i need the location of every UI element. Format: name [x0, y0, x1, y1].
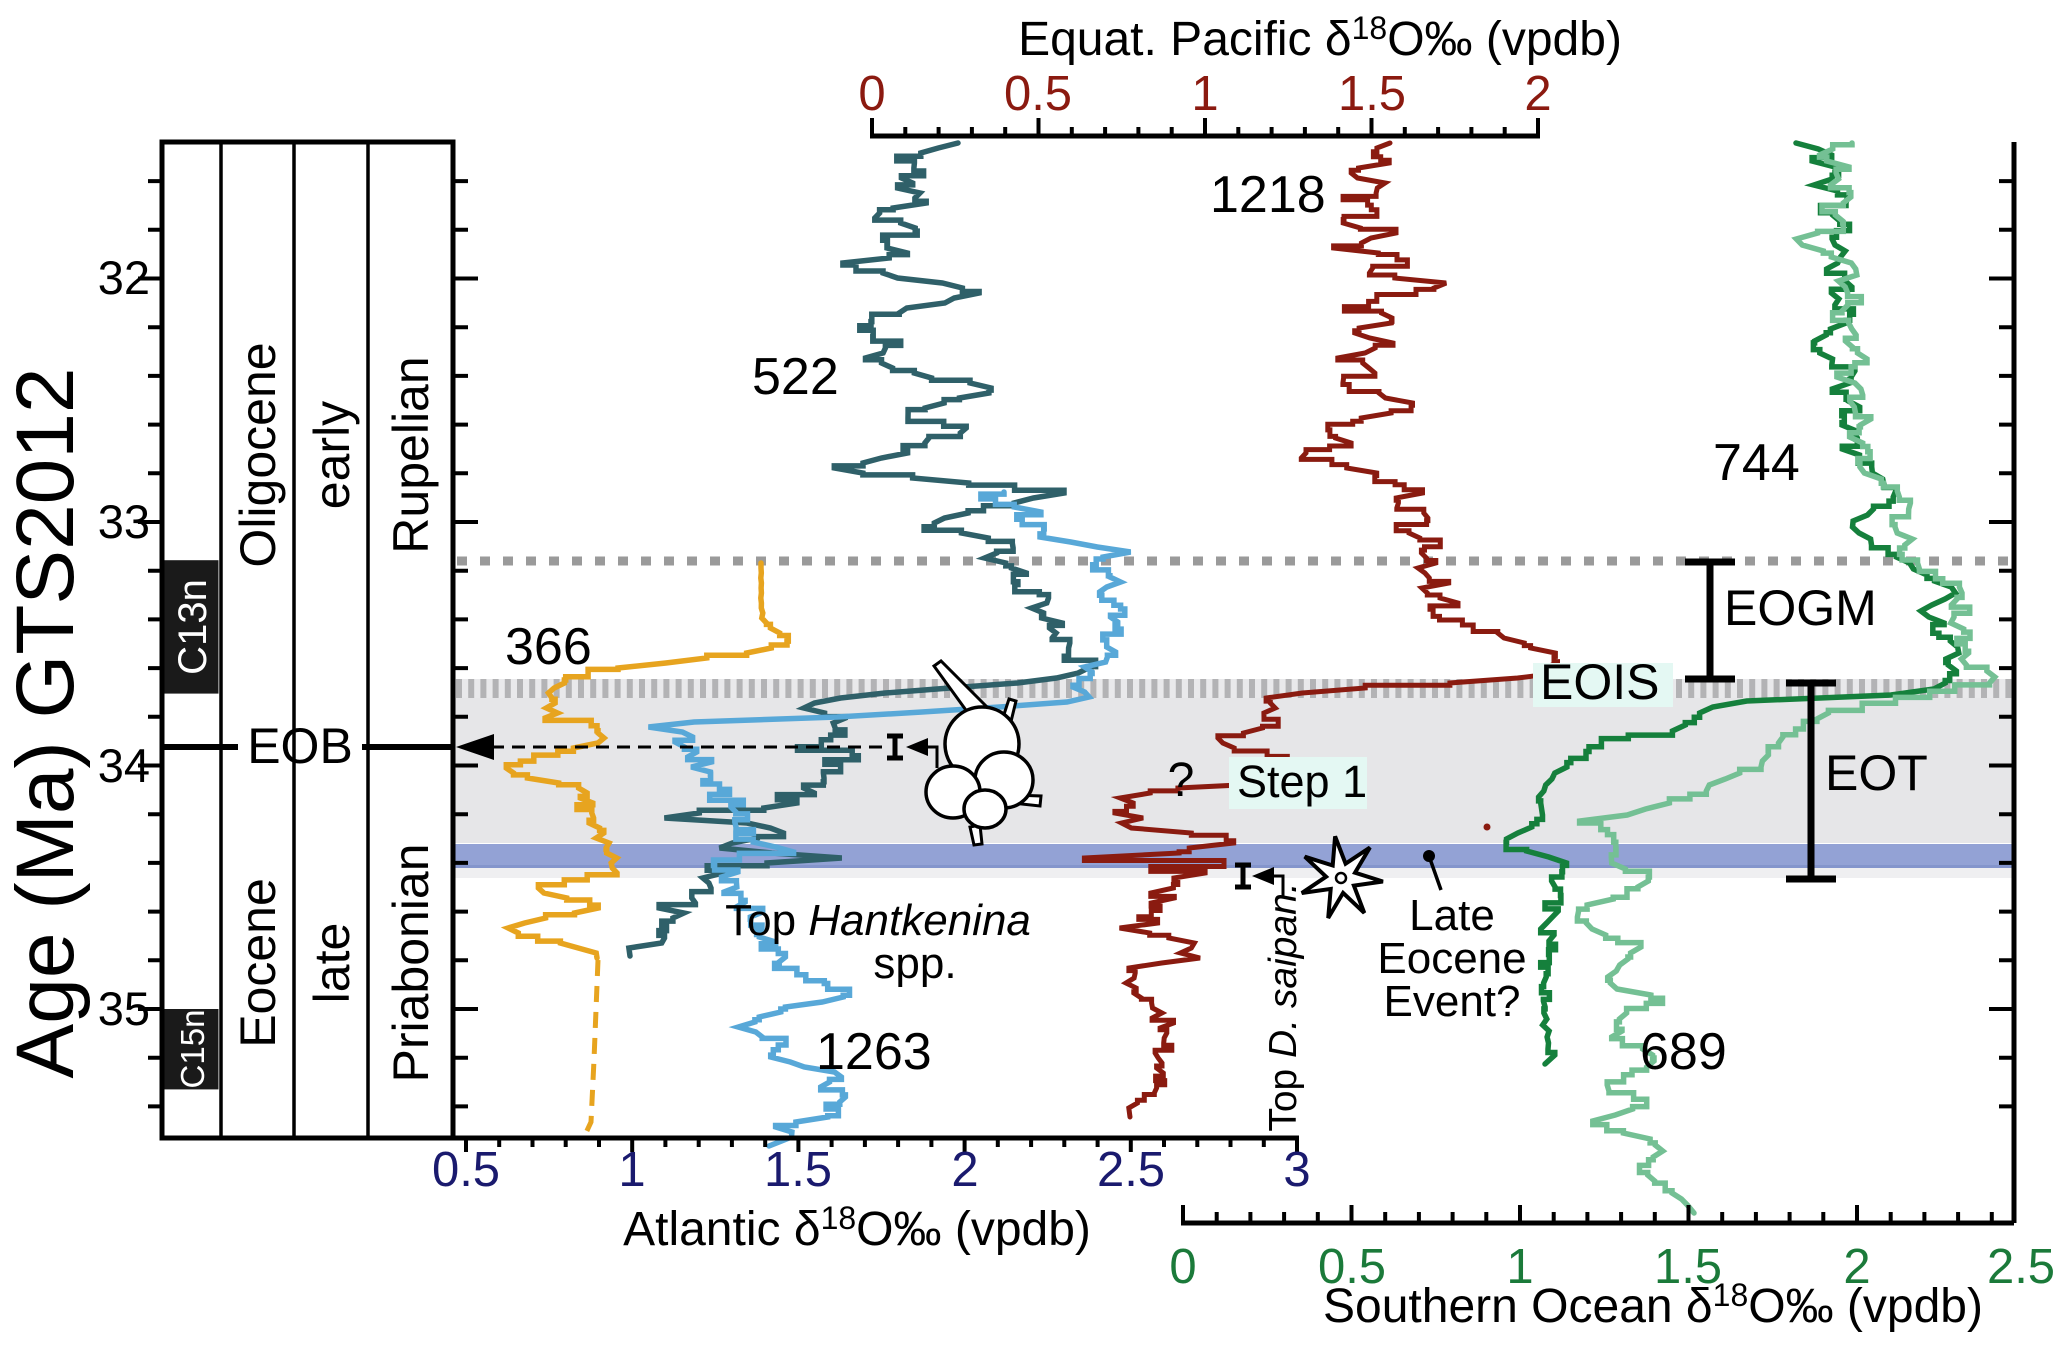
svg-text:32: 32: [98, 251, 150, 304]
svg-text:late: late: [304, 923, 360, 1004]
svg-text:2.5: 2.5: [1097, 1143, 1165, 1197]
svg-text:0.5: 0.5: [432, 1143, 500, 1197]
svg-text:Atlantic δ18O‰ (vpdb): Atlantic δ18O‰ (vpdb): [623, 1200, 1091, 1256]
svg-text:spp.: spp.: [873, 939, 956, 988]
svg-text:Step 1: Step 1: [1237, 756, 1367, 807]
svg-text:2: 2: [1524, 67, 1551, 121]
svg-text:744: 744: [1713, 434, 1800, 492]
svg-text:2: 2: [1843, 1240, 1870, 1294]
svg-text:Equat. Pacific δ18O‰ (vpdb): Equat. Pacific δ18O‰ (vpdb): [1018, 10, 1622, 66]
svg-text:366: 366: [505, 618, 592, 676]
svg-text:1.5: 1.5: [764, 1143, 832, 1197]
svg-text:EOT: EOT: [1825, 745, 1928, 801]
svg-text:Late: Late: [1409, 891, 1495, 940]
svg-text:1.5: 1.5: [1654, 1240, 1722, 1294]
svg-text:1.5: 1.5: [1338, 67, 1406, 121]
svg-text:33: 33: [98, 495, 150, 548]
svg-text:EOIS: EOIS: [1540, 654, 1659, 710]
svg-text:Top Hantkenina: Top Hantkenina: [725, 896, 1031, 945]
svg-text:0: 0: [858, 67, 885, 121]
svg-text:1218: 1218: [1210, 166, 1326, 224]
svg-text:35: 35: [98, 982, 150, 1035]
svg-text:C13n: C13n: [171, 579, 215, 675]
svg-text:EOGM: EOGM: [1724, 580, 1877, 636]
svg-text:3: 3: [1283, 1143, 1310, 1197]
svg-text:1: 1: [1506, 1240, 1533, 1294]
svg-text:early: early: [304, 401, 360, 509]
svg-text:Southern Ocean δ18O‰ (vpdb): Southern Ocean δ18O‰ (vpdb): [1323, 1277, 1983, 1333]
svg-text:Age (Ma) GTS2012: Age (Ma) GTS2012: [0, 368, 91, 1079]
svg-text:EOB: EOB: [247, 718, 353, 774]
svg-text:522: 522: [752, 348, 839, 406]
svg-text:?: ?: [1168, 754, 1195, 807]
svg-text:Oligocene: Oligocene: [230, 342, 286, 567]
svg-text:689: 689: [1640, 1023, 1727, 1081]
svg-text:Top D. saipan.: Top D. saipan.: [1262, 882, 1305, 1131]
svg-text:C15n: C15n: [174, 1010, 211, 1089]
svg-text:Eocene: Eocene: [230, 878, 286, 1048]
svg-text:2.5: 2.5: [1987, 1240, 2055, 1294]
svg-text:0.5: 0.5: [1318, 1240, 1386, 1294]
svg-text:0.5: 0.5: [1004, 67, 1072, 121]
svg-text:Priabonian: Priabonian: [383, 843, 439, 1082]
svg-text:0: 0: [1169, 1240, 1196, 1294]
svg-text:1263: 1263: [816, 1023, 932, 1081]
svg-text:2: 2: [951, 1143, 978, 1197]
svg-text:1: 1: [618, 1143, 645, 1197]
svg-text:Event?: Event?: [1384, 977, 1521, 1026]
svg-text:Eocene: Eocene: [1377, 934, 1526, 983]
svg-text:34: 34: [98, 739, 150, 792]
svg-text:Rupelian: Rupelian: [383, 356, 439, 553]
svg-text:1: 1: [1191, 67, 1218, 121]
